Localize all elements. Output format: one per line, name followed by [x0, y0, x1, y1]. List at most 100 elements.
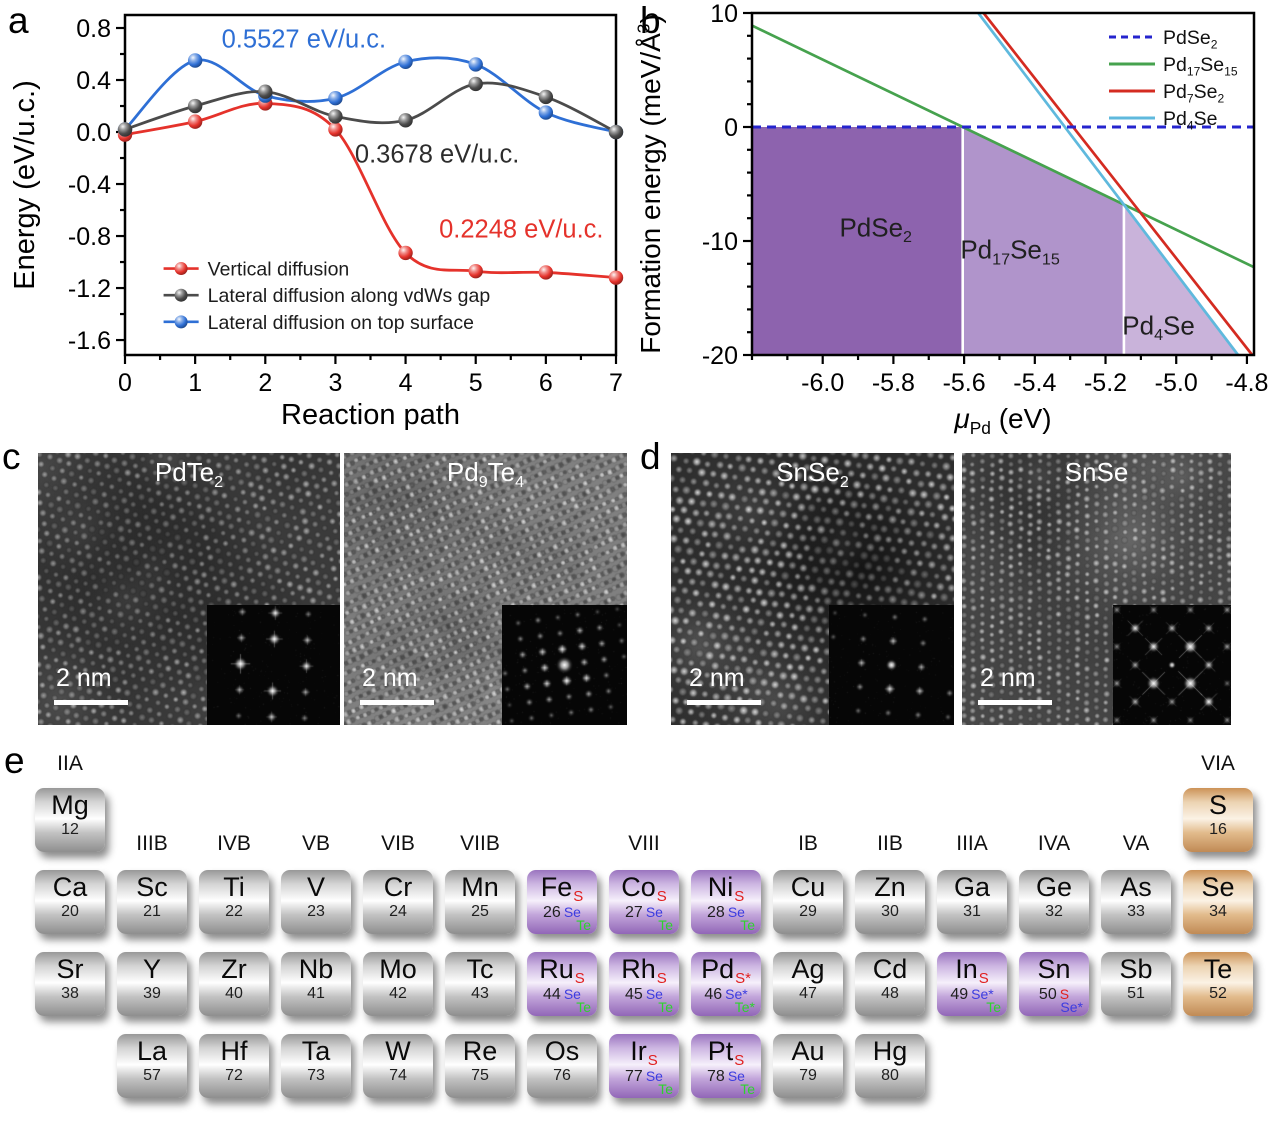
element-symbol: Pd — [701, 954, 735, 984]
chalcogen-tag-Sex: Se* — [725, 986, 748, 1002]
element-number: 44 — [543, 986, 561, 1003]
svg-text:5: 5 — [469, 369, 483, 397]
element-number: 34 — [1209, 903, 1227, 920]
element-number: 20 — [61, 903, 79, 920]
element-symbol: Mo — [379, 954, 417, 984]
element-symbol: Tc — [466, 954, 494, 984]
element-symbol: Nb — [298, 954, 334, 984]
element-symbol: Zn — [874, 872, 906, 902]
tem-phase-label: PdTe2 — [154, 457, 224, 492]
svg-text:-5.8: -5.8 — [872, 369, 915, 397]
svg-text:PdSe2: PdSe2 — [1163, 27, 1218, 51]
group-label-IB: IB — [798, 832, 818, 855]
chalcogen-tag-S: S — [574, 970, 585, 987]
group-label-IIB: IIB — [877, 832, 903, 855]
panel-label-d: d — [640, 436, 661, 477]
element-symbol: Mn — [461, 872, 499, 902]
fft-inset — [207, 605, 340, 725]
element-symbol: Pt — [707, 1036, 734, 1066]
element-number: 25 — [471, 903, 489, 920]
group-label-VA: VA — [1122, 832, 1150, 855]
data-marker — [187, 114, 203, 129]
element-number: 57 — [143, 1067, 161, 1084]
scalebar-text: 2 nm — [56, 664, 112, 692]
element-number: 26 — [543, 904, 561, 921]
data-marker — [328, 91, 343, 106]
element-number: 79 — [799, 1067, 817, 1084]
group-label-IIA: IIA — [57, 752, 83, 775]
region-label: Pd4Se — [1122, 310, 1195, 344]
chalcogen-tag-S: S — [734, 888, 745, 905]
element-number: 77 — [625, 1068, 643, 1085]
svg-text:-5.0: -5.0 — [1155, 369, 1198, 397]
svg-text:0.4: 0.4 — [76, 67, 111, 95]
element-tile-Pt: Te PtS 78 Se — [691, 1034, 761, 1098]
legend-item: Vertical diffusion — [163, 259, 350, 281]
element-symbol: Ta — [301, 1036, 331, 1066]
chalcogen-tag-Se: Se — [645, 1068, 663, 1084]
svg-text:-5.4: -5.4 — [1013, 369, 1056, 397]
phase-line-1 — [751, 24, 1255, 269]
panel-label-c: c — [2, 436, 21, 477]
element-number: 49 — [950, 986, 969, 1003]
element-symbol: Hg — [872, 1036, 908, 1066]
element-tile-Mn: Mn 25 — [445, 870, 515, 934]
element-number: 52 — [1209, 985, 1227, 1002]
element-symbol: Ti — [223, 872, 245, 902]
element-number: 38 — [61, 985, 79, 1002]
data-marker — [117, 122, 133, 137]
element-number: 32 — [1045, 903, 1063, 920]
svg-text:Vertical diffusion: Vertical diffusion — [208, 259, 350, 281]
element-number: 41 — [307, 985, 325, 1002]
chalcogen-tag-Te: Te — [740, 917, 755, 933]
group-label-IVB: IVB — [217, 832, 251, 855]
chalcogen-tag-Se: Se — [645, 986, 663, 1002]
svg-text:-6.0: -6.0 — [801, 369, 844, 397]
element-tile-Ta: Ta 73 — [281, 1034, 351, 1098]
element-tile-As: As 33 — [1101, 870, 1171, 934]
element-number: 72 — [225, 1067, 243, 1084]
panel-label-b: b — [640, 0, 661, 41]
element-tile-Sr: Sr 38 — [35, 952, 105, 1016]
chalcogen-tag-Sex: Se* — [1060, 999, 1083, 1015]
annotation: 0.5527 eV/u.c. — [222, 26, 386, 54]
element-symbol: Sb — [1119, 954, 1153, 984]
element-tile-Pd: Te* PdS* 46 Se* — [691, 952, 761, 1016]
svg-text:-0.4: -0.4 — [68, 171, 111, 199]
legend-item: Lateral diffusion on top surface — [163, 312, 474, 334]
group-label-VIIB: VIIB — [460, 832, 500, 855]
chalcogen-tag-Te: Te — [658, 999, 673, 1015]
scalebar — [978, 700, 1052, 705]
element-tile-Hg: Hg 80 — [855, 1034, 925, 1098]
element-tile-Re: Re 75 — [445, 1034, 515, 1098]
fft-inset — [1113, 605, 1231, 725]
svg-text:Pd17Se15: Pd17Se15 — [1163, 54, 1238, 78]
data-marker — [328, 109, 343, 124]
element-tile-Te: Te 52 — [1183, 952, 1253, 1016]
svg-text:-1.2: -1.2 — [68, 275, 111, 303]
data-marker — [468, 76, 483, 92]
y-axis-label: Energy (eV/u.c.) — [9, 80, 41, 290]
data-marker — [608, 270, 624, 285]
element-number: 46 — [704, 986, 723, 1003]
data-marker — [187, 98, 203, 114]
element-symbol: Se — [1201, 872, 1235, 902]
series-line-0 — [124, 102, 617, 280]
chalcogen-tag-Se: Se — [563, 904, 581, 920]
svg-text:-5.6: -5.6 — [943, 369, 986, 397]
svg-text:6: 6 — [539, 369, 553, 397]
element-tile-La: La 57 — [117, 1034, 187, 1098]
group-label-IVA: IVA — [1037, 832, 1071, 855]
element-number: 42 — [389, 985, 407, 1002]
element-tile-Cr: Cr 24 — [363, 870, 433, 934]
element-tile-W: W 74 — [363, 1034, 433, 1098]
element-tile-Ca: Ca 20 — [35, 870, 105, 934]
chalcogen-tag-Tex: Te* — [734, 999, 755, 1015]
panel-a-energy-chart: 0 1 2 3 4 5 6 7 0.8 0.4 0.0 -0.4 -0.8 -1.2 -1.6 Reactio… — [9, 13, 624, 431]
svg-text:0: 0 — [724, 114, 738, 142]
element-symbol: W — [385, 1036, 411, 1066]
element-number: 48 — [881, 985, 899, 1002]
element-tile-Zn: Zn 30 — [855, 870, 925, 934]
svg-text:-10: -10 — [702, 228, 738, 256]
element-tile-Hf: Hf 72 — [199, 1034, 269, 1098]
